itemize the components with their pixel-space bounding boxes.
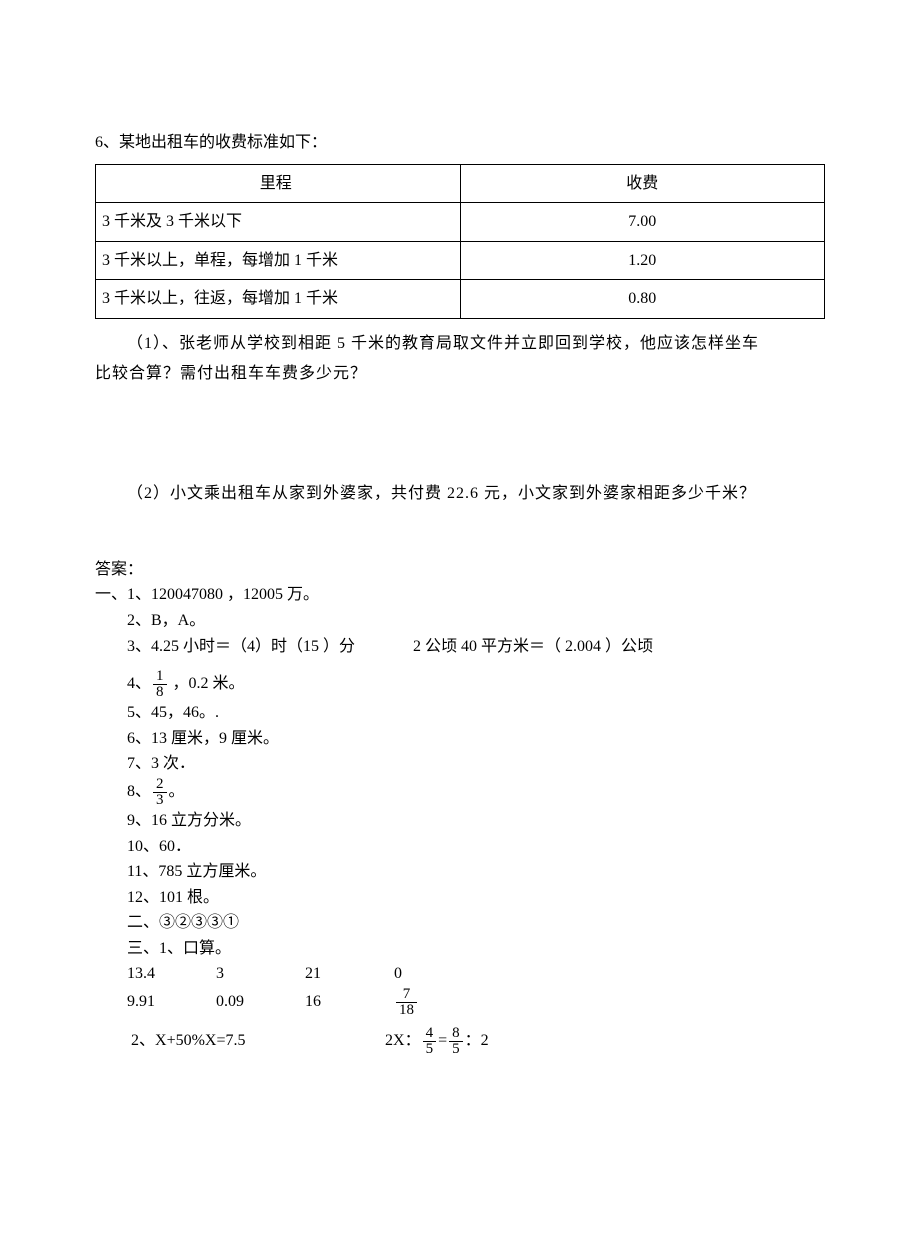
calc-1-4: 0 (394, 961, 479, 987)
cell-fare-1: 7.00 (460, 203, 825, 242)
equation-2-prefix: 2X： (385, 1032, 421, 1049)
equations-line: 2、X+50%X=7.52X：45=85：2 (131, 1026, 825, 1057)
answer-8-prefix: 8、 (127, 783, 151, 800)
fare-table: 里程 收费 3 千米及 3 千米以下 7.00 3 千米以上，单程，每增加 1 … (95, 164, 825, 319)
equation-2-suffix: ：2 (465, 1032, 489, 1049)
answer-4-prefix: 4、 (127, 675, 151, 692)
calc-1-3: 21 (305, 961, 390, 987)
problem-6-q1-line1: （1）、张老师从学校到相距 5 千米的教育局取文件并立即回到学校，他应该怎样坐车 (95, 331, 825, 357)
answer-section-1: 一、1、120047080 ，12005 万。 (95, 582, 825, 608)
answers-title: 答案： (95, 557, 825, 583)
answer-12: 12、101 根。 (127, 885, 825, 911)
answer-9: 9、16 立方分米。 (127, 808, 825, 834)
calc-row-1: 13.4 3 21 0 (127, 961, 825, 987)
answer-8: 8、23。 (127, 777, 825, 808)
table-header-row: 里程 收费 (96, 164, 825, 203)
equation-1: X+50%X=7.5 (155, 1028, 385, 1054)
answer-8-fraction: 23 (153, 777, 167, 808)
header-fare: 收费 (460, 164, 825, 203)
table-row: 3 千米及 3 千米以下 7.00 (96, 203, 825, 242)
equation-2-mid: = (438, 1032, 447, 1049)
answer-3-part1: 3、4.25 小时＝（4）时（15 ）分 (127, 638, 355, 655)
calc-2-4: 718 (394, 987, 479, 1018)
answer-4-suffix: ，0.2 米。 (169, 675, 245, 692)
answer-4: 4、18 ，0.2 米。 (127, 669, 825, 700)
calc-2-1: 9.91 (127, 989, 212, 1015)
cell-distance-3: 3 千米以上，往返，每增加 1 千米 (96, 280, 461, 319)
eq-label: 2、 (131, 1032, 155, 1049)
calc-2-2: 0.09 (216, 989, 301, 1015)
equation-2-frac1: 45 (423, 1026, 437, 1057)
answer-11: 11、785 立方厘米。 (127, 859, 825, 885)
equation-2-frac2: 85 (449, 1026, 463, 1057)
cell-fare-2: 1.20 (460, 241, 825, 280)
answer-6: 6、13 厘米，9 厘米。 (127, 726, 825, 752)
calc-row-2: 9.91 0.09 16 718 (127, 987, 825, 1018)
table-row: 3 千米以上，单程，每增加 1 千米 1.20 (96, 241, 825, 280)
answer-8-suffix: 。 (169, 783, 185, 800)
cell-fare-3: 0.80 (460, 280, 825, 319)
header-distance: 里程 (96, 164, 461, 203)
answer-section-2: 二、③②③③① (127, 910, 825, 936)
table-row: 3 千米以上，往返，每增加 1 千米 0.80 (96, 280, 825, 319)
answer-section-3: 三、1、口算。 (127, 936, 825, 962)
answer-3: 3、4.25 小时＝（4）时（15 ）分 2 公顷 40 平方米＝（ 2.004… (127, 634, 825, 660)
answer-5: 5、45，46。. (127, 700, 825, 726)
answer-7: 7、3 次． (127, 751, 825, 777)
problem-6-q2: （2）小文乘出租车从家到外婆家，共付费 22.6 元，小文家到外婆家相距多少千米… (95, 481, 825, 507)
answer-10: 10、60． (127, 834, 825, 860)
answer-3-part2: 2 公顷 40 平方米＝（ 2.004 ）公顷 (413, 638, 653, 655)
calc-1-2: 3 (216, 961, 301, 987)
problem-6-title: 6、某地出租车的收费标准如下： (103, 130, 825, 156)
calc-1-1: 13.4 (127, 961, 212, 987)
cell-distance-2: 3 千米以上，单程，每增加 1 千米 (96, 241, 461, 280)
answer-4-fraction: 18 (153, 669, 167, 700)
calc-2-3: 16 (305, 989, 390, 1015)
problem-6-q1-line2: 比较合算？需付出租车车费多少元？ (95, 361, 825, 387)
cell-distance-1: 3 千米及 3 千米以下 (96, 203, 461, 242)
answer-2: 2、B，A。 (127, 608, 825, 634)
